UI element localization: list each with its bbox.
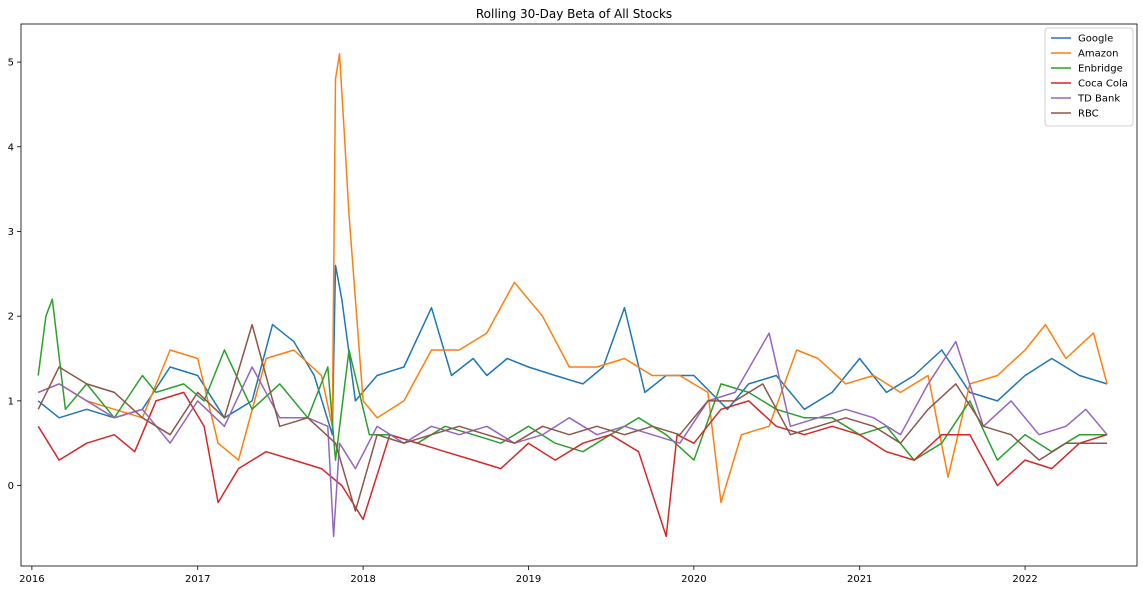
legend-entry: TD Bank: [1077, 94, 1120, 105]
y-tick-label: 1: [8, 396, 14, 407]
x-tick-label: 2022: [1012, 574, 1037, 585]
series-line-rbc: [37, 323, 1108, 512]
x-tick-label: 2017: [185, 574, 210, 585]
y-tick-label: 3: [8, 227, 14, 238]
x-tick-label: 2021: [847, 574, 872, 585]
x-axis: 2016 2017 2018 2019 2020 2021 2022: [19, 566, 1038, 585]
y-tick-label: 2: [8, 312, 14, 323]
legend-entry: Enbridge: [1078, 64, 1123, 75]
legend-entry: Coca Cola: [1078, 79, 1128, 90]
legend-entry: RBC: [1078, 109, 1099, 120]
series-line-amazon: [37, 52, 1108, 504]
plot-area: [20, 23, 1138, 567]
x-tick-label: 2018: [350, 574, 375, 585]
legend-entry: Google: [1078, 34, 1113, 45]
y-tick-label: 0: [8, 481, 14, 492]
series-line-google: [37, 264, 1108, 436]
series-line-coca-cola: [37, 391, 1108, 538]
legend: Google Amazon Enbridge Coca Cola TD Bank RBC: [1044, 27, 1134, 127]
y-axis: 0 1 2 3 4 5: [8, 58, 21, 492]
chart-title: Rolling 30-Day Beta of All Stocks: [476, 7, 672, 21]
x-tick-label: 2020: [681, 574, 706, 585]
x-tick-label: 2019: [516, 574, 541, 585]
y-tick-label: 4: [8, 142, 14, 153]
series-line-enbridge: [37, 298, 1108, 461]
series-line-td-bank: [37, 332, 1108, 538]
x-tick-label: 2016: [19, 574, 44, 585]
y-tick-label: 5: [8, 58, 14, 69]
plot-frame: [20, 23, 1138, 567]
legend-entry: Amazon: [1078, 49, 1118, 60]
